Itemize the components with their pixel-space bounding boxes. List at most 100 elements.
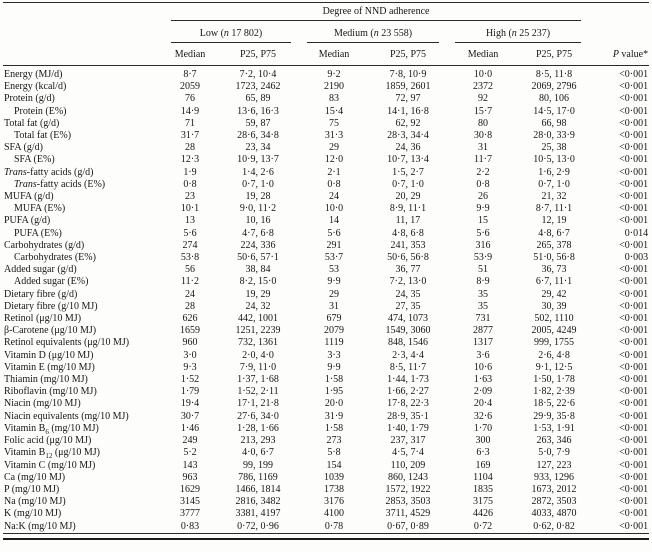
p-value-cell: 0·003 <box>624 252 649 264</box>
high-p25p75-cell: 5·0, 7·9 <box>538 447 570 459</box>
low-median-cell: 23 <box>185 191 195 203</box>
p-value-cell: <0·001 <box>589 520 650 534</box>
low-median-cell: 12·3 <box>180 154 200 166</box>
low-median-cell: 76 <box>185 93 195 105</box>
p-value-cell: <0·001 <box>619 215 649 227</box>
medium-median-cell: 20·0 <box>324 398 344 410</box>
p-value-cell: <0·001 <box>619 69 649 80</box>
table-row: Trans-fatty acids (g/d) 1·9 1·4, 2·6 2·1 1·5… <box>3 167 649 179</box>
p-value-cell: <0·001 <box>619 130 649 142</box>
high-p25p75-cell: 6·7, 11·1 <box>535 276 573 288</box>
row-label: Vitamin B6 (mg/10 MJ) <box>4 422 99 436</box>
medium-p25p75-cell: 17·8, 22·3 <box>387 398 429 410</box>
table-row: Vitamin E (mg/10 MJ) 9·3 7·9, 11·0 9·9 8·5, … <box>3 362 649 374</box>
high-median-cell: 300 <box>475 435 491 447</box>
low-median-cell: 960 <box>182 337 198 349</box>
p-value-cell: <0·001 <box>619 337 649 349</box>
low-p25p75-cell: 4·0, 6·7 <box>242 447 274 459</box>
medium-p25p75-cell: 72, 97 <box>395 93 421 105</box>
high-p25p75-cell: 0·7, 1·0 <box>538 178 570 190</box>
group-header-medium: Medium (n 23 558) <box>299 21 447 43</box>
low-p25p75-cell: 99, 199 <box>243 459 273 471</box>
p-value-cell: <0·001 <box>619 483 649 495</box>
group-header-low: Low (n 17 802) <box>163 21 299 43</box>
table-row: Ca (mg/10 MJ) 963 786, 1169 1039 860, 1243 11… <box>3 472 649 484</box>
row-label: Riboflavin (mg/10 MJ) <box>4 386 97 398</box>
high-p25p75-cell: 999, 1755 <box>534 337 575 349</box>
high-p25p75-cell: 263, 346 <box>536 435 572 447</box>
low-p25p75-cell: 224, 336 <box>240 239 276 251</box>
low-median-cell: 14·9 <box>180 105 200 117</box>
medium-median-cell: 1·58 <box>324 422 344 434</box>
medium-median-cell: 0·78 <box>299 520 369 534</box>
low-p25p75-cell: 19, 29 <box>245 288 271 300</box>
high-p25p75-cell: 8·5, 11·8 <box>535 69 573 80</box>
row-label: Vitamin E (mg/10 MJ) <box>4 361 95 373</box>
row-label: Dietary fibre (g/10 MJ) <box>4 300 98 312</box>
row-label: Total fat (g/d) <box>4 117 60 129</box>
table-row: SFA (E%) 12·3 10·9, 13·7 12·0 10·7, 13·4 11·7… <box>3 154 649 166</box>
low-p25p75-cell: 2·0, 4·0 <box>242 349 274 361</box>
p-value-cell: <0·001 <box>619 422 649 434</box>
medium-p25p75-cell: 1·44, 1·73 <box>387 374 429 386</box>
high-p25p75-cell: 2·6, 4·8 <box>538 349 570 361</box>
table-row: MUFA (E%) 10·1 9·0, 11·2 10·0 8·9, 11·1 9·9 8·… <box>3 203 649 215</box>
p-value-cell: <0·001 <box>619 300 649 312</box>
group-label-medium: Medium (n 23 558) <box>307 21 439 43</box>
group-label-low: Low (n 17 802) <box>171 21 291 43</box>
medium-p25p75-cell: 241, 353 <box>390 239 426 251</box>
high-p25p75-cell: 1673, 2012 <box>531 483 577 495</box>
p25p75-header-high: P25, P75 <box>519 43 590 66</box>
low-median-cell: 56 <box>185 264 195 276</box>
low-median-cell: 11·2 <box>181 276 199 288</box>
medium-median-cell: 2079 <box>324 325 344 337</box>
high-median-cell: 26 <box>478 191 488 203</box>
low-p25p75-cell: 213, 293 <box>240 435 276 447</box>
medium-median-cell: 4100 <box>324 508 344 520</box>
medium-median-cell: 9·9 <box>327 276 341 288</box>
row-label: Na:K (mg/10 MJ) <box>3 520 163 534</box>
table-row: MUFA (g/d) 23 19, 28 24 20, 29 26 21, 32 <0·001 <box>3 191 649 203</box>
p-value-cell: <0·001 <box>619 264 649 276</box>
high-p25p75-cell: 29·9, 35·8 <box>533 410 575 422</box>
low-median-cell: 249 <box>182 435 198 447</box>
table-row: Retinol equivalents (μg/10 MJ) 960 732, 13… <box>3 337 649 349</box>
table-row: Protein (E%) 14·9 13·6, 16·3 15·4 14·1, 16·8… <box>3 106 649 118</box>
table-row: Added sugar (E%) 11·2 8·2, 15·0 9·9 7·2, 13·… <box>3 276 649 288</box>
row-label: Energy (MJ/d) <box>4 69 63 80</box>
low-median-cell: 1629 <box>180 483 200 495</box>
high-median-cell: 10·6 <box>473 361 493 373</box>
row-label: Niacin equivalents (mg/10 MJ) <box>4 410 129 422</box>
low-median-cell: 1·52 <box>180 374 200 386</box>
medium-median-cell: 2190 <box>324 81 344 93</box>
table-row: Energy (kcal/d) 2059 1723, 2462 2190 1859, 2… <box>3 81 649 93</box>
medium-median-cell: 1·95 <box>324 386 344 398</box>
medium-median-cell: 31 <box>329 300 339 312</box>
high-p25p75-cell: 21, 32 <box>541 191 567 203</box>
medium-p25p75-cell: 1859, 2601 <box>385 81 431 93</box>
medium-p25p75-cell: 10·7, 13·4 <box>387 154 429 166</box>
high-p25p75-cell: 4033, 4870 <box>531 508 577 520</box>
row-label: Trans-fatty acids (g/d) <box>4 166 94 178</box>
low-median-cell: 1·9 <box>183 166 197 178</box>
medium-p25p75-cell: 4·5, 7·4 <box>392 447 424 459</box>
p-col-spacer <box>589 21 649 43</box>
low-p25p75-cell: 732, 1361 <box>238 337 278 349</box>
p-value-cell: <0·001 <box>619 154 649 166</box>
p-value-cell: <0·001 <box>619 142 649 154</box>
row-label: SFA (E%) <box>14 154 55 166</box>
row-label: Vitamin C (mg/10 MJ) <box>4 459 96 471</box>
p-value-cell: 0·014 <box>624 227 649 239</box>
row-label: Folic acid (μg/10 MJ) <box>4 435 92 447</box>
high-p25p75-cell: 4·8, 6·7 <box>538 227 570 239</box>
medium-median-cell: 83 <box>329 93 339 105</box>
row-label: K (mg/10 MJ) <box>4 508 62 520</box>
median-header-medium: Median <box>299 43 369 66</box>
table-row: K (mg/10 MJ) 3777 3381, 4197 4100 3711, 4529… <box>3 508 649 520</box>
table-row: Trans-fatty acids (E%) 0·8 0·7, 1·0 0·8 0·7,… <box>3 179 649 191</box>
low-median-cell: 24 <box>185 288 195 300</box>
high-p25p75-cell: 30, 39 <box>541 300 567 312</box>
spanner-heading: Degree of NND adherence <box>163 3 589 21</box>
medium-p25p75-cell: 28·9, 35·1 <box>387 410 429 422</box>
low-median-cell: 53·8 <box>180 252 200 264</box>
